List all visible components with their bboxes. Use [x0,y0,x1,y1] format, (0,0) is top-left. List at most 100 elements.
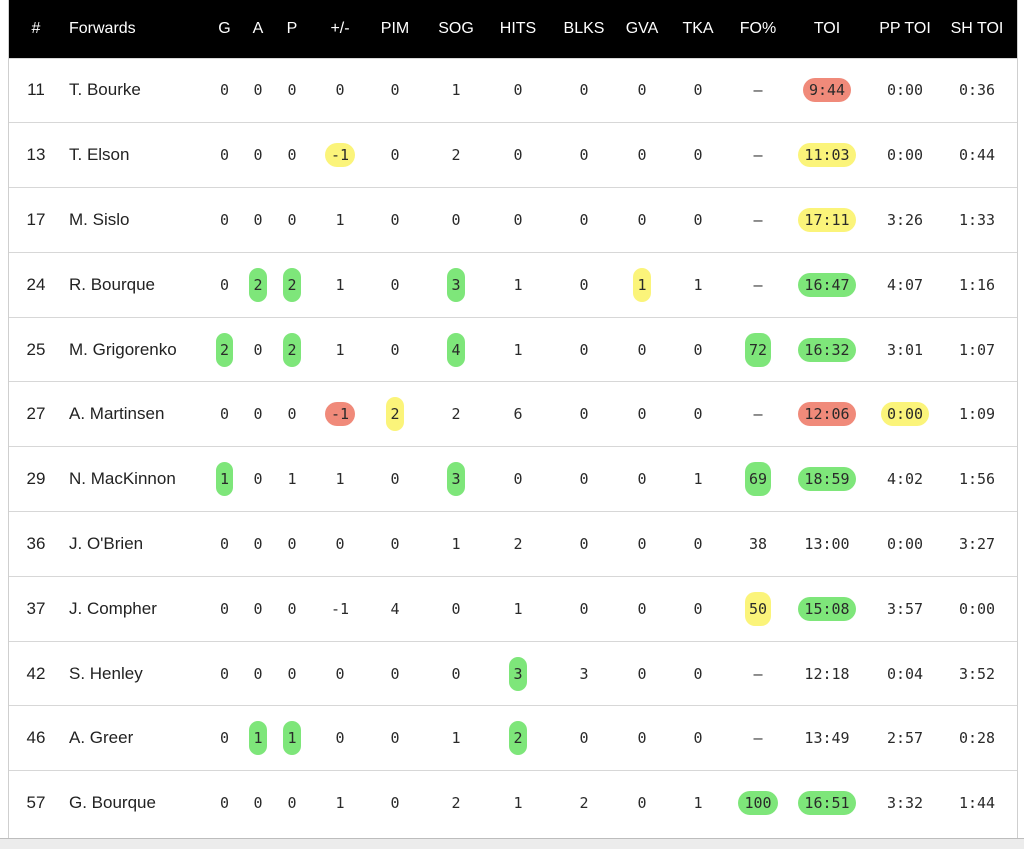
stat-cell: 0 [219,275,230,294]
column-header[interactable]: P [286,19,298,37]
stats-table-container: # Forwards G A P +/- PIM SOG HITS BLKS GVA TKA FO% TO… [8,0,1018,840]
column-header[interactable]: HITS [499,19,537,37]
player-name: R. Bourque [69,274,155,294]
player-number: 27 [26,404,46,424]
player-number: 11 [27,80,45,100]
column-header[interactable]: SH TOI [950,19,1004,37]
stat-cell: 0 [513,146,523,165]
table-row: 29 N. MacKinnon 1 0 1 1 0 3 0 0 0 1 69 18:59 4:02 1:56 [9,446,1017,512]
stat-cell: 2 [493,706,543,771]
stat-cell: 13:00 [804,534,850,553]
stat-cell: 0 [219,210,230,229]
stat-cell: 0 [219,664,230,683]
column-header[interactable]: TOI [813,19,841,37]
stat-cell: 4 [419,317,493,382]
player-name: J. O'Brien [69,533,144,553]
column-header[interactable]: +/- [330,19,350,37]
table-header-row: # Forwards G A P +/- PIM SOG HITS BLKS GVA TKA FO% TO… [9,0,1017,58]
stat-cell: 0 [637,470,647,489]
column-header[interactable]: G [218,19,231,37]
table-row: 57 G. Bourque 0 0 0 1 0 2 1 2 0 1 100 16:51 3:32 1:44 [9,770,1017,836]
stat-cell: 2 [208,317,241,382]
stat-cell: 1 [335,470,345,489]
stat-cell: 0 [253,794,263,813]
column-header[interactable]: PIM [380,19,410,37]
stat-cell: 2 [451,794,461,813]
stat-cell: 3:26 [886,210,924,229]
stat-cell: 0 [253,210,263,229]
stat-cell: -1 [309,382,371,447]
stat-cell: -1 [330,599,350,618]
highlight-marker: 12:06 [798,402,856,427]
highlight-marker: 1 [283,721,301,756]
stat-cell: 0 [390,146,400,165]
highlight-marker: 2 [249,267,267,302]
player-number: 46 [26,728,46,748]
column-header[interactable]: SOG [438,19,474,37]
player-number: 17 [26,209,46,229]
table-body: 11 T. Bourke 0 0 0 0 0 1 0 0 0 0–9:44 0:00 0:36 13 T. E… [9,58,1017,836]
stat-cell: – [753,729,763,748]
stat-cell: 2 [579,794,589,813]
stat-cell: -1 [309,123,371,188]
stat-cell: 0 [637,210,647,229]
highlight-marker: 0:00 [880,402,930,427]
stat-cell: 0 [219,81,230,100]
stat-cell: 0 [693,146,703,165]
stat-cell: 17:11 [779,188,875,253]
stat-cell: 1 [241,706,275,771]
stat-cell: 1 [451,534,461,553]
column-header[interactable]: TKA [682,19,714,37]
stat-cell: 3:27 [958,534,996,553]
stat-cell: 0:04 [886,664,924,683]
stat-cell: 0 [287,534,297,553]
column-header[interactable]: FO% [739,19,777,37]
column-header[interactable]: GVA [625,19,659,37]
stat-cell: 0 [390,81,400,100]
highlight-marker: 16:51 [798,791,856,816]
column-header[interactable]: BLKS [563,19,605,37]
stat-cell: 1 [513,275,523,294]
stat-cell: 18:59 [779,447,875,512]
column-header[interactable]: A [252,19,264,37]
stat-cell: 100 [737,771,779,836]
stat-cell: 0 [390,210,400,229]
highlight-marker: 69 [744,462,772,497]
stat-cell: 0 [637,146,647,165]
stat-cell: 4:02 [886,470,924,489]
stat-cell: 1:16 [958,275,996,294]
stat-cell: 0 [287,210,297,229]
stat-cell: 2 [513,534,523,553]
column-header[interactable]: PP TOI [879,19,931,37]
stat-cell: 4:07 [886,275,924,294]
stat-cell: 1:33 [958,210,996,229]
stat-cell: 0 [253,405,263,424]
stat-cell: 16:32 [779,317,875,382]
stat-cell: 6 [513,405,523,424]
stat-cell: 0:44 [958,146,996,165]
stat-cell: 3 [419,447,493,512]
stat-cell: 1 [625,252,659,317]
stat-cell: 0 [219,405,230,424]
player-number: 24 [26,274,46,294]
stat-cell: 0 [451,210,461,229]
stat-cell: 1:07 [958,340,996,359]
stat-cell: 1 [513,794,523,813]
stat-cell: 0:00 [886,146,924,165]
stat-cell: 38 [748,534,768,553]
stat-cell: 1 [451,81,461,100]
stat-cell: 0 [287,81,297,100]
stat-cell: 1 [208,447,241,512]
column-header[interactable]: Forwards [69,19,136,37]
stat-cell: 1 [693,275,703,294]
table-row: 42 S. Henley 0 0 0 0 0 0 3 3 0 0 – 12:18 0:04 3:52 [9,641,1017,706]
stat-cell: 0 [219,794,230,813]
table-row: 27 A. Martinsen 0 0 0 -1 2 2 6 0 0 0 – 12:06 0:00 1:09 [9,381,1017,447]
highlight-marker: 16:32 [798,337,856,362]
table-row: 37 J. Compher 0 0 0 -1 4 0 1 0 0 0 50 15:08 3:57 0:00 [9,576,1017,641]
stat-cell: 2 [451,405,461,424]
column-header[interactable]: # [31,19,41,37]
stat-cell: 0:36 [958,81,996,100]
stat-cell: 0 [287,405,297,424]
